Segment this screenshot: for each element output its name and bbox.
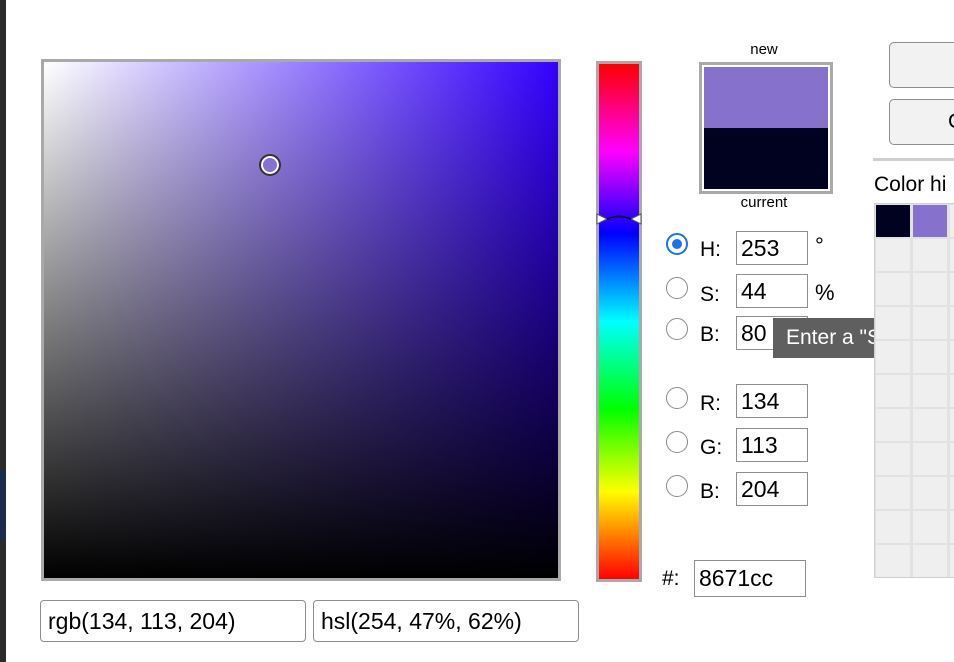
rgb-output[interactable]: rgb(134, 113, 204) (40, 600, 306, 642)
saturation-radio[interactable] (666, 277, 688, 299)
new-color-swatch (704, 67, 828, 128)
history-swatch[interactable] (913, 511, 947, 543)
color-preview (699, 62, 833, 194)
history-swatch[interactable] (876, 511, 910, 543)
green-label: G: (700, 436, 723, 459)
hue-label: H: (700, 238, 721, 261)
history-swatch[interactable] (913, 341, 947, 373)
history-swatch[interactable] (950, 307, 954, 339)
history-swatch[interactable] (876, 239, 910, 271)
hue-radio[interactable] (666, 233, 688, 255)
red-label: R: (700, 392, 721, 415)
history-swatch[interactable] (950, 443, 954, 475)
history-swatch[interactable] (950, 545, 954, 577)
new-color-label: new (750, 41, 778, 58)
hsl-output[interactable]: hsl(254, 47%, 62%) (313, 600, 579, 642)
history-swatch[interactable] (913, 443, 947, 475)
history-swatch[interactable] (876, 409, 910, 441)
blue-label: B: (700, 480, 720, 503)
current-color-swatch[interactable] (704, 128, 828, 189)
background-window-edge (0, 0, 6, 662)
history-swatch[interactable] (950, 477, 954, 509)
history-swatch[interactable] (876, 443, 910, 475)
green-input[interactable] (736, 428, 808, 462)
ok-button[interactable] (889, 42, 954, 88)
brightness-radio[interactable] (666, 318, 688, 340)
history-swatch[interactable] (876, 307, 910, 339)
history-swatch[interactable] (876, 205, 910, 237)
hue-slider[interactable] (596, 61, 642, 582)
history-swatch[interactable] (950, 341, 954, 373)
brightness-label: B: (700, 323, 720, 346)
percent-unit: % (815, 280, 835, 305)
history-swatch[interactable] (950, 375, 954, 407)
color-selector-cursor[interactable] (259, 154, 281, 176)
history-divider (873, 158, 954, 161)
history-swatch[interactable] (876, 477, 910, 509)
hue-slider-handle[interactable] (595, 212, 643, 226)
history-swatch[interactable] (913, 307, 947, 339)
history-swatch[interactable] (913, 239, 947, 271)
cancel-button[interactable]: C (889, 99, 954, 145)
hex-label: #: (662, 567, 680, 590)
saturation-brightness-field[interactable] (41, 59, 561, 581)
history-swatch[interactable] (913, 409, 947, 441)
hue-spectrum[interactable] (599, 64, 639, 579)
history-swatch[interactable] (876, 341, 910, 373)
history-swatch[interactable] (950, 511, 954, 543)
degree-unit: ° (815, 233, 824, 258)
history-swatch[interactable] (950, 239, 954, 271)
history-swatch[interactable] (876, 545, 910, 577)
history-swatch[interactable] (950, 205, 954, 237)
green-radio[interactable] (666, 431, 688, 453)
blue-radio[interactable] (666, 475, 688, 497)
history-swatch[interactable] (950, 273, 954, 305)
saturation-label: S: (700, 283, 720, 306)
hex-input[interactable] (694, 560, 806, 597)
color-history-title: Color hi (874, 173, 947, 196)
history-swatch[interactable] (913, 477, 947, 509)
history-swatch[interactable] (876, 273, 910, 305)
blue-input[interactable] (736, 472, 808, 506)
history-swatch[interactable] (876, 375, 910, 407)
red-radio[interactable] (666, 387, 688, 409)
color-history-grid (874, 203, 954, 578)
history-swatch[interactable] (913, 375, 947, 407)
history-swatch[interactable] (913, 205, 947, 237)
red-input[interactable] (736, 384, 808, 418)
hue-input[interactable] (736, 231, 808, 265)
history-swatch[interactable] (950, 409, 954, 441)
current-color-label: current (740, 194, 788, 211)
saturation-brightness-gradient[interactable] (44, 62, 558, 578)
history-swatch[interactable] (913, 273, 947, 305)
history-swatch[interactable] (913, 545, 947, 577)
saturation-input[interactable] (736, 274, 808, 308)
